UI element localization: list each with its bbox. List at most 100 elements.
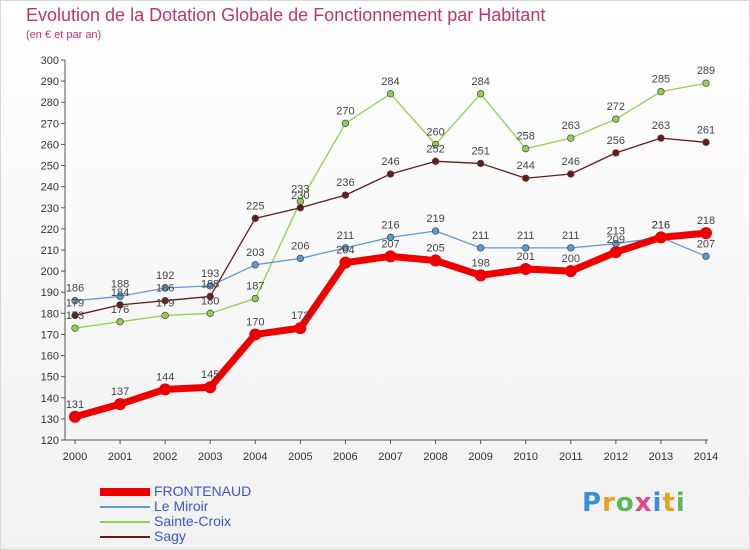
data-point-le-miroir [341, 244, 350, 252]
data-label-frontenaud: 144 [156, 371, 174, 383]
data-label-frontenaud: 207 [381, 238, 399, 250]
y-tick-label: 210 [41, 245, 59, 257]
y-tick-label: 270 [41, 118, 59, 130]
series-layer [69, 79, 712, 423]
y-tick-label: 150 [41, 372, 59, 384]
data-label-sagy: 263 [652, 120, 670, 132]
data-label-frontenaud: 218 [697, 215, 715, 227]
y-tick-label: 120 [41, 435, 59, 447]
data-point-sagy [161, 297, 169, 305]
x-tick-label: 2002 [153, 451, 177, 463]
x-tick-label: 2005 [288, 451, 312, 463]
y-tick-label: 170 [41, 329, 59, 341]
legend-swatch [100, 535, 150, 538]
data-point-frontenaud [519, 263, 532, 275]
y-tick-label: 130 [41, 414, 59, 426]
data-label-sagy: 184 [111, 287, 129, 299]
x-tick-label: 2004 [243, 451, 267, 463]
chart-title: Evolution de la Dotation Globale de Fonc… [26, 5, 546, 25]
data-label-le-miroir: 186 [66, 283, 84, 295]
data-point-le-miroir [702, 252, 710, 260]
data-label-sainte-croix: 270 [336, 105, 354, 117]
legend-label: Sagy [154, 528, 186, 544]
data-label-sainte-croix: 173 [66, 310, 84, 322]
proxiti-logo: Proxiti [582, 488, 686, 518]
x-tick-label: 2014 [694, 451, 718, 463]
data-point-frontenaud [474, 269, 487, 282]
data-point-sainte-croix [567, 134, 575, 142]
x-tick-label: 2009 [468, 451, 492, 463]
data-label-frontenaud: 209 [607, 234, 625, 246]
data-label-le-miroir: 188 [111, 278, 129, 290]
data-point-frontenaud [384, 250, 397, 263]
data-label-sainte-croix: 187 [246, 281, 264, 293]
legend-swatch [100, 487, 150, 496]
y-tick-label: 160 [41, 351, 59, 363]
data-label-sagy: 230 [291, 190, 309, 202]
data-point-sainte-croix [702, 79, 710, 87]
data-point-sagy [522, 174, 530, 182]
y-tick-label: 220 [41, 224, 59, 236]
data-label-le-miroir: 207 [697, 238, 715, 250]
y-tick-label: 180 [41, 308, 59, 320]
legend-item-sainte-croix: Sainte-Croix [100, 514, 251, 529]
data-labels-layer: 173 176 179 180 187 233 270 284 260 284 258 263 272 2… [66, 65, 715, 411]
data-point-sainte-croix [431, 140, 440, 149]
data-point-frontenaud [69, 410, 81, 423]
data-point-le-miroir [206, 282, 214, 290]
data-point-sainte-croix [341, 119, 350, 127]
data-label-sainte-croix: 263 [562, 120, 580, 132]
data-label-le-miroir: 211 [517, 230, 535, 242]
data-point-sagy [116, 301, 124, 309]
data-point-le-miroir [567, 244, 575, 252]
data-point-le-miroir [386, 233, 395, 241]
y-tick-label: 200 [41, 266, 59, 278]
data-label-sainte-croix: 285 [652, 74, 670, 86]
y-tick-label: 250 [41, 161, 59, 173]
data-point-frontenaud [609, 246, 622, 259]
data-point-le-miroir [116, 292, 124, 301]
data-label-sainte-croix: 260 [426, 126, 444, 138]
chart-subtitle: (en € et par an) [26, 29, 102, 41]
data-label-sagy: 186 [156, 283, 174, 295]
data-point-le-miroir [296, 254, 305, 263]
legend-swatch [100, 505, 150, 508]
legend: FRONTENAUD Le Miroir Sainte-Croix Sagy [100, 484, 251, 544]
data-point-sainte-croix [206, 309, 214, 317]
data-point-frontenaud [654, 231, 667, 244]
data-label-sainte-croix: 233 [291, 183, 309, 195]
data-label-le-miroir: 219 [426, 213, 444, 225]
x-tick-label: 2001 [108, 451, 132, 463]
data-label-sainte-croix: 180 [201, 295, 219, 307]
data-label-le-miroir: 211 [472, 230, 490, 242]
data-label-frontenaud: 137 [111, 386, 129, 398]
y-tick-label: 280 [41, 97, 59, 109]
data-point-sagy [702, 138, 710, 146]
legend-swatch [100, 520, 150, 523]
data-label-sagy: 252 [426, 143, 444, 155]
data-point-frontenaud [249, 328, 262, 341]
data-point-sainte-croix [116, 318, 124, 326]
data-label-le-miroir: 192 [156, 270, 174, 282]
data-label-sagy: 246 [562, 156, 580, 168]
data-point-sagy [206, 292, 214, 301]
data-label-le-miroir: 193 [201, 268, 219, 280]
y-tick-label: 240 [41, 182, 59, 194]
y-tick-label: 300 [41, 55, 59, 67]
legend-label: Sainte-Croix [154, 513, 232, 529]
data-label-sainte-croix: 258 [517, 131, 535, 143]
data-label-sainte-croix: 179 [156, 297, 174, 309]
data-label-sagy: 256 [607, 135, 625, 147]
legend-label: Le Miroir [154, 498, 209, 514]
data-point-frontenaud [294, 322, 307, 335]
data-label-frontenaud: 201 [517, 251, 535, 263]
data-label-frontenaud: 170 [246, 316, 264, 328]
data-label-le-miroir: 213 [607, 226, 625, 238]
legend-item-frontenaud: FRONTENAUD [100, 484, 251, 499]
legend-label: FRONTENAUD [154, 483, 252, 499]
data-point-frontenaud [564, 265, 577, 278]
data-point-sagy [431, 157, 440, 165]
data-point-frontenaud [114, 398, 127, 411]
data-point-sainte-croix [612, 115, 620, 123]
